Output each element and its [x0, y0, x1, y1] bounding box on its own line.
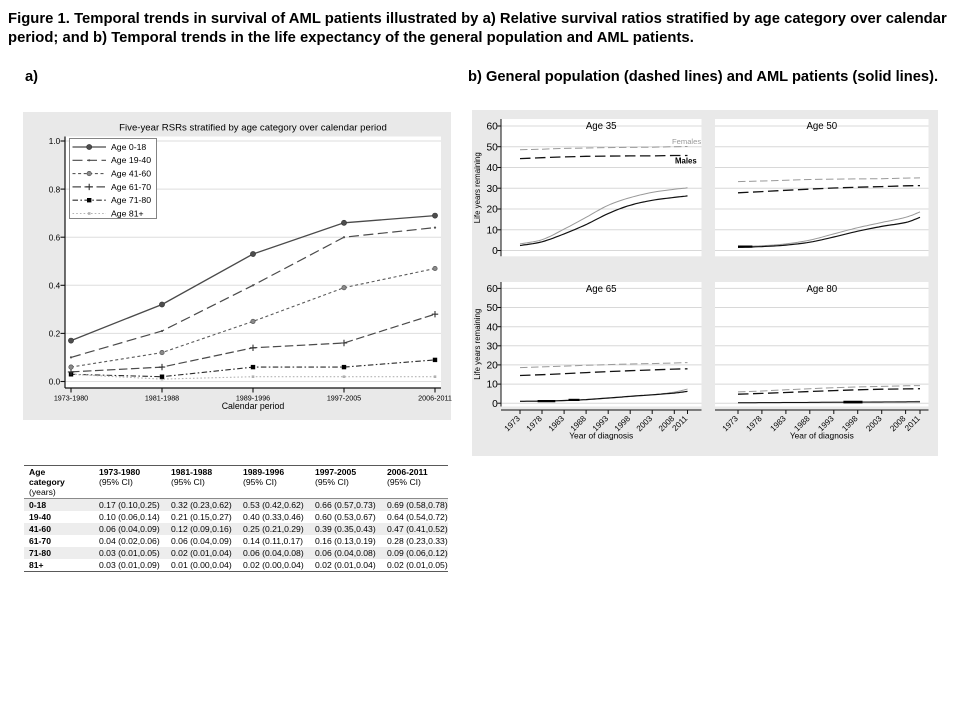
svg-text:1989-1996: 1989-1996 — [236, 394, 270, 403]
svg-text:10: 10 — [486, 225, 498, 236]
svg-text:Females: Females — [672, 137, 701, 146]
svg-text:60: 60 — [486, 122, 498, 133]
svg-text:Life years remaining: Life years remaining — [473, 152, 482, 223]
svg-text:Age 80: Age 80 — [806, 284, 837, 295]
svg-text:Year of diagnosis: Year of diagnosis — [790, 431, 854, 441]
svg-text:Age 19-40: Age 19-40 — [111, 155, 151, 165]
svg-text:Life years remaining: Life years remaining — [473, 309, 482, 380]
svg-text:30: 30 — [486, 184, 498, 195]
svg-text:Age 71-80: Age 71-80 — [111, 195, 151, 205]
svg-text:0.0: 0.0 — [49, 378, 61, 387]
svg-text:0: 0 — [492, 399, 498, 410]
svg-text:Year of diagnosis: Year of diagnosis — [569, 431, 633, 441]
svg-text:1997-2005: 1997-2005 — [327, 394, 361, 403]
svg-text:20: 20 — [486, 205, 498, 216]
svg-text:2006-2011: 2006-2011 — [418, 394, 452, 403]
svg-text:10: 10 — [486, 380, 498, 391]
svg-text:0.6: 0.6 — [49, 233, 61, 242]
svg-text:Age 50: Age 50 — [806, 121, 837, 132]
svg-text:40: 40 — [486, 322, 498, 333]
svg-text:Calendar period: Calendar period — [222, 401, 285, 411]
svg-text:0.4: 0.4 — [49, 282, 61, 291]
svg-text:1973-1980: 1973-1980 — [54, 394, 88, 403]
svg-text:60: 60 — [486, 284, 498, 295]
svg-text:1.0: 1.0 — [49, 137, 61, 146]
svg-text:30: 30 — [486, 341, 498, 352]
svg-text:Age 41-60: Age 41-60 — [111, 169, 151, 179]
svg-text:1981-1988: 1981-1988 — [145, 394, 179, 403]
svg-text:20: 20 — [486, 361, 498, 372]
svg-text:Age 0-18: Age 0-18 — [111, 142, 146, 152]
svg-text:0: 0 — [492, 246, 498, 257]
svg-text:0.8: 0.8 — [49, 185, 61, 194]
svg-text:Age 35: Age 35 — [586, 121, 617, 132]
svg-text:50: 50 — [486, 303, 498, 314]
svg-text:50: 50 — [486, 142, 498, 153]
svg-text:0.2: 0.2 — [49, 330, 61, 339]
svg-text:Age 81+: Age 81+ — [111, 208, 144, 218]
svg-text:40: 40 — [486, 163, 498, 174]
svg-text:Five-year RSRs stratified by a: Five-year RSRs stratified by age categor… — [119, 123, 387, 134]
svg-text:Males: Males — [675, 157, 697, 166]
svg-text:Age 61-70: Age 61-70 — [111, 182, 151, 192]
svg-text:Age 65: Age 65 — [586, 284, 617, 295]
